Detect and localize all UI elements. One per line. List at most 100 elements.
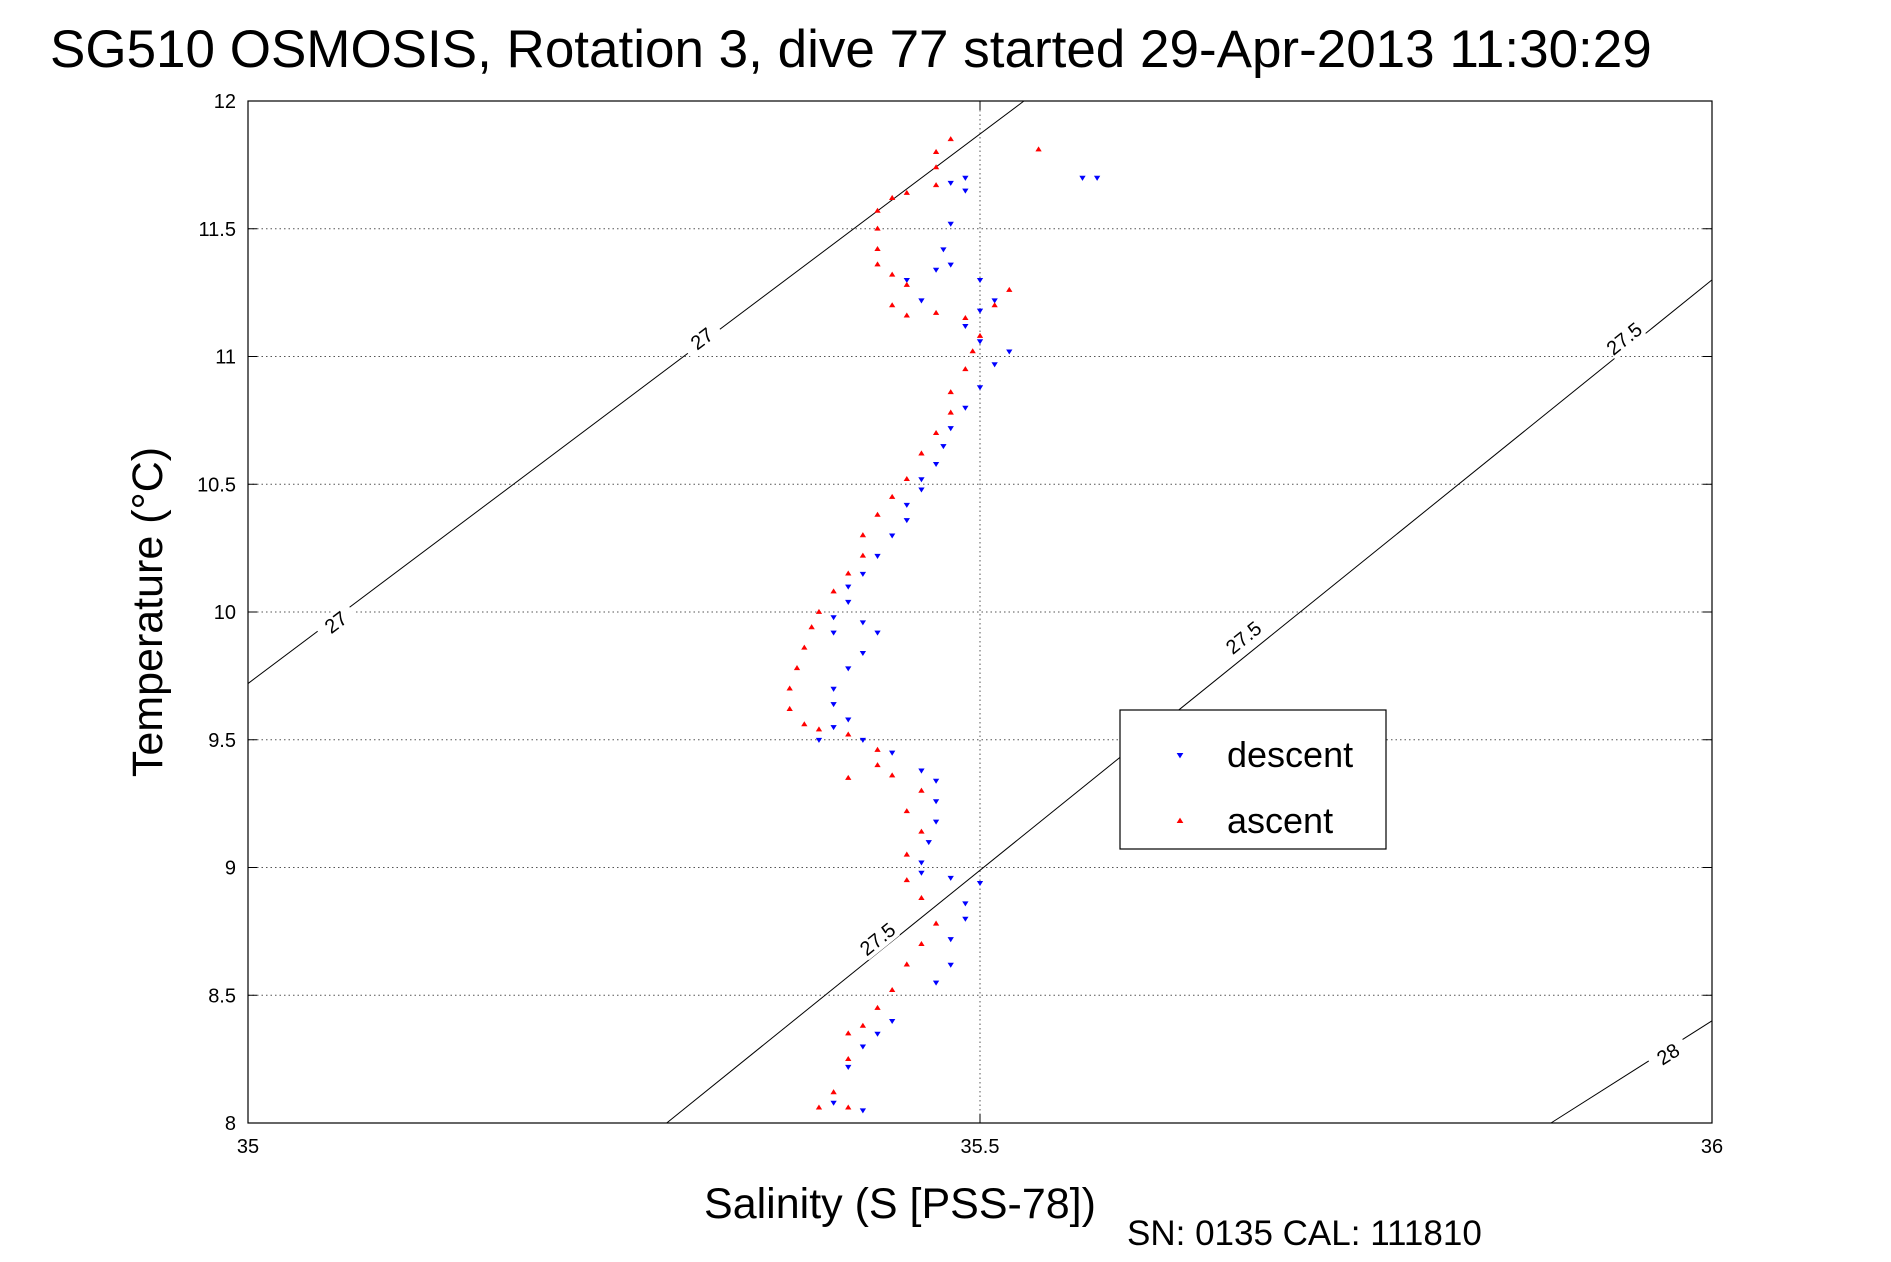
x-tick-label: 35 <box>237 1136 259 1158</box>
data-point-ascent <box>889 194 896 200</box>
data-point-descent <box>962 188 969 194</box>
data-point-ascent <box>830 588 837 594</box>
data-point-ascent <box>889 772 896 778</box>
data-point-ascent <box>991 302 998 308</box>
y-tick-label: 11.5 <box>199 219 236 241</box>
data-point-ascent <box>874 207 881 213</box>
data-point-ascent <box>874 225 881 231</box>
data-point-ascent <box>969 348 976 354</box>
data-point-descent <box>962 916 969 922</box>
data-point-ascent <box>845 1055 852 1061</box>
data-point-descent <box>976 277 984 284</box>
data-point-ascent <box>793 665 801 671</box>
x-tick-label: 35.5 <box>961 1136 1000 1158</box>
data-point-descent <box>962 901 969 907</box>
data-point-descent <box>903 518 910 524</box>
data-point-ascent <box>1006 286 1013 292</box>
data-point-ascent <box>932 429 940 436</box>
data-point-ascent <box>786 685 793 691</box>
data-point-ascent <box>874 762 881 768</box>
data-point-ascent <box>932 182 940 188</box>
legend-label-descent: descent <box>1227 734 1353 775</box>
data-point-ascent <box>815 608 823 614</box>
data-point-descent <box>830 702 837 708</box>
y-tick-label: 8.5 <box>208 985 236 1007</box>
x-axis-label: Salinity (S [PSS-78]) <box>704 1180 1096 1228</box>
data-point-ascent <box>889 986 896 992</box>
data-point-ascent <box>859 532 867 538</box>
data-point-descent <box>947 262 954 268</box>
data-point-descent <box>874 1031 881 1037</box>
data-point-descent <box>991 362 998 368</box>
density-contour-label-bg <box>679 317 725 360</box>
y-tick-label: 10.5 <box>197 474 236 496</box>
data-point-descent <box>874 553 881 559</box>
data-point-ascent <box>845 774 852 780</box>
density-contour-label-bg <box>313 601 359 644</box>
data-point-ascent <box>786 705 793 711</box>
data-point-descent <box>947 221 954 227</box>
data-point-descent <box>1079 175 1086 181</box>
grid <box>248 101 1712 1123</box>
data-point-descent <box>889 1018 896 1024</box>
data-point-descent <box>830 630 837 636</box>
data-point-ascent <box>903 851 910 857</box>
serial-calibration-footer: SN: 0135 CAL: 111810 <box>1127 1214 1482 1253</box>
data-point-descent <box>1006 349 1013 355</box>
density-contour-label-bg <box>1221 616 1266 659</box>
data-point-descent <box>932 980 940 986</box>
data-point-descent <box>845 717 852 723</box>
x-tick-label: 36 <box>1701 1136 1723 1158</box>
data-point-ascent <box>889 302 896 308</box>
data-point-descent <box>976 385 984 391</box>
legend-box <box>1119 709 1387 850</box>
data-point-descent <box>932 267 940 273</box>
data-point-ascent <box>874 511 881 517</box>
data-point-descent <box>940 247 947 253</box>
data-point-ascent <box>801 721 808 727</box>
density-contour-label-bg <box>1601 317 1647 360</box>
data-point-descent <box>962 405 969 411</box>
data-point-descent <box>932 778 940 784</box>
data-point-descent <box>859 651 867 657</box>
data-point-ascent <box>808 624 815 630</box>
y-axis-label: Temperature (°C) <box>124 447 172 777</box>
data-point-descent <box>947 937 954 943</box>
data-point-descent <box>976 308 984 314</box>
density-contour-label-bg <box>1645 1034 1691 1075</box>
data-point-descent <box>815 737 823 743</box>
data-point-ascent <box>932 148 940 154</box>
data-point-descent <box>976 339 984 345</box>
data-point-ascent <box>918 894 925 901</box>
data-point-ascent <box>962 315 969 321</box>
data-point-ascent <box>1035 146 1042 152</box>
data-point-ascent <box>815 726 823 732</box>
data-point-descent <box>859 571 867 577</box>
data-point-descent <box>845 584 852 590</box>
data-point-descent <box>903 502 910 508</box>
legend-marker-ascent <box>1176 817 1184 823</box>
data-point-ascent <box>845 1030 852 1036</box>
data-point-descent <box>830 686 837 692</box>
data-point-descent <box>918 298 925 304</box>
data-point-descent <box>976 880 984 886</box>
chart-title: SG510 OSMOSIS, Rotation 3, dive 77 start… <box>50 20 1652 79</box>
data-point-ascent <box>976 332 984 338</box>
y-tick-label: 9 <box>225 858 236 880</box>
data-point-ascent <box>947 136 954 142</box>
data-point-descent <box>889 750 896 756</box>
data-point-descent <box>874 630 881 636</box>
data-point-ascent <box>815 1104 823 1110</box>
data-point-ascent <box>874 246 881 252</box>
legend: descent ascent <box>1119 709 1387 850</box>
data-point-descent <box>918 477 925 483</box>
data-point-ascent <box>918 450 925 456</box>
data-point-ascent <box>903 475 910 481</box>
data-point-ascent <box>874 1004 881 1010</box>
data-point-ascent <box>859 1022 867 1028</box>
data-point-descent <box>859 1108 867 1114</box>
data-point-ascent <box>889 493 896 499</box>
data-point-ascent <box>918 828 925 834</box>
